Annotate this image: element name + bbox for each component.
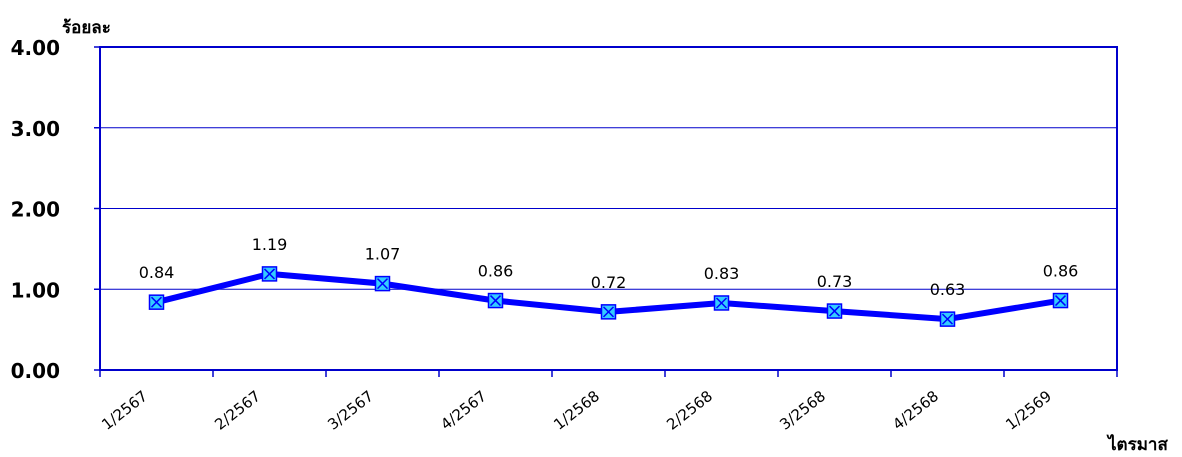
data-label: 0.72	[591, 273, 627, 292]
data-label: 0.84	[139, 263, 175, 282]
data-label: 0.63	[930, 280, 966, 299]
y-tick-label: 0.00	[11, 359, 60, 383]
x-tick-label: 1/2568	[550, 387, 603, 434]
data-label: 0.86	[1043, 262, 1079, 281]
data-point	[1052, 292, 1069, 309]
x-axis-ticks: 1/2567 2/2567 3/2567 4/2567 1/2568 2/2568 3/25…	[98, 370, 1118, 434]
data-label: 0.86	[478, 262, 514, 281]
marker-cross	[376, 278, 389, 290]
marker-cross	[828, 305, 841, 317]
y-tick-label: 1.00	[11, 278, 60, 302]
x-tick-label: 3/2568	[776, 387, 829, 434]
data-markers	[148, 266, 1069, 327]
data-label: 1.07	[365, 245, 401, 264]
data-point	[600, 304, 617, 320]
data-label: 1.19	[252, 235, 288, 254]
data-point	[148, 294, 165, 310]
marker-cross	[941, 313, 954, 325]
y-axis-ticks: 0.00 1.00 2.00 3.00 4.00	[11, 36, 100, 383]
x-tick-label: 3/2567	[324, 387, 377, 434]
data-point	[261, 266, 278, 282]
gridlines	[100, 127, 1117, 290]
y-tick-label: 4.00	[11, 36, 60, 60]
marker-cross	[263, 268, 276, 280]
marker-cross	[1054, 295, 1067, 307]
data-point	[487, 292, 504, 309]
data-labels: 0.84 1.19 1.07 0.86 0.72 0.83 0.73 0.63 0.86	[139, 235, 1079, 299]
x-tick-label: 4/2567	[437, 387, 490, 434]
data-point	[826, 303, 843, 319]
x-tick-label: 1/2567	[98, 387, 151, 434]
y-tick-label: 2.00	[11, 198, 60, 222]
data-point	[713, 295, 730, 311]
data-label: 0.73	[817, 272, 853, 291]
marker-cross	[150, 296, 163, 308]
x-axis-label: ไตรมาส	[1106, 434, 1168, 455]
marker-cross	[715, 297, 728, 309]
data-label: 0.83	[704, 264, 740, 283]
y-axis-label: ร้อยละ	[62, 18, 111, 38]
x-tick-label: 2/2567	[211, 387, 264, 434]
data-point	[939, 311, 956, 327]
y-tick-label: 3.00	[11, 117, 60, 141]
x-tick-label: 1/2569	[1002, 387, 1055, 434]
x-tick-label: 4/2568	[889, 387, 942, 434]
data-point	[374, 275, 391, 292]
x-tick-label: 2/2568	[663, 387, 716, 434]
marker-cross	[602, 306, 615, 318]
marker-cross	[489, 295, 502, 307]
